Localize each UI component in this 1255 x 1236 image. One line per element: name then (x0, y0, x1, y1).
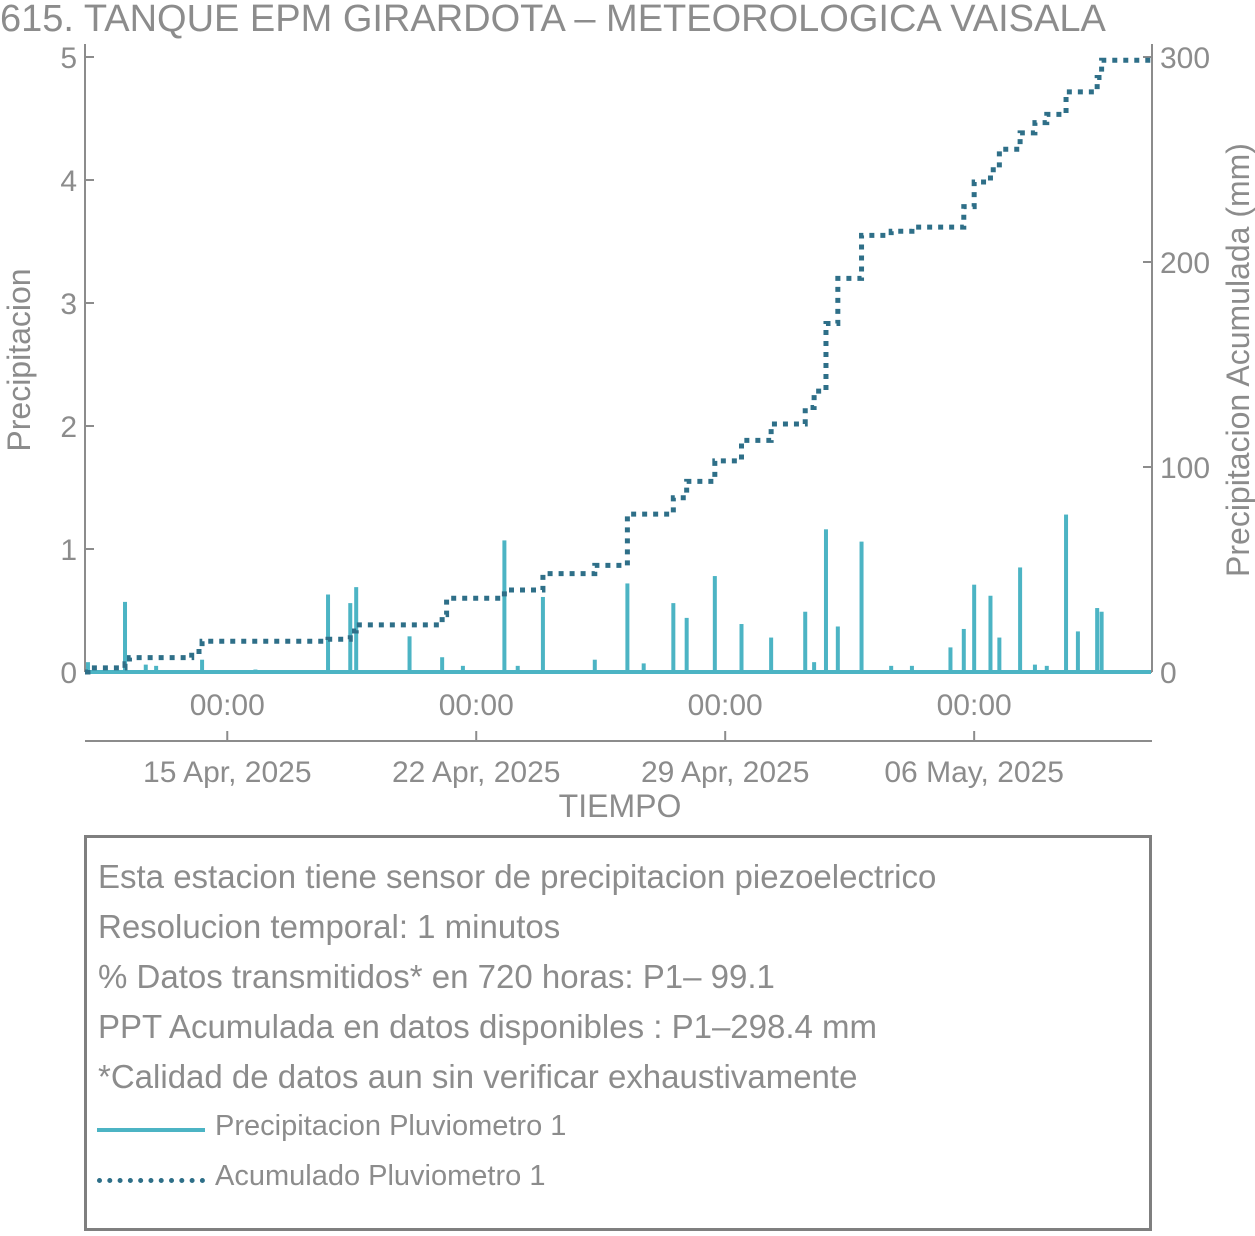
x-tick-date-label: 29 Apr, 2025 (641, 756, 810, 789)
cumulative-line-path (85, 57, 1152, 675)
cumulative-line (84, 57, 1153, 675)
precipitation-bar (712, 576, 717, 672)
info-line-quality: *Calidad de datos aun sin verificar exha… (98, 1058, 858, 1095)
y-tick-label: 2 (60, 411, 77, 444)
precipitation-bar (123, 601, 128, 672)
left-axis-ticks: 0 1 2 3 4 5 (60, 42, 94, 690)
x-tick-time-label: 00:00 (937, 689, 1012, 722)
info-line-resolution: Resolucion temporal: 1 minutos (98, 908, 561, 945)
y2-tick-label: 100 (1160, 452, 1210, 485)
precipitation-bar (803, 611, 808, 672)
y2-tick-label: 300 (1160, 42, 1210, 75)
precipitation-bar (997, 637, 1002, 672)
precipitation-bar (835, 626, 840, 672)
info-line-sensor: Esta estacion tiene sensor de precipitac… (98, 858, 937, 895)
y-axis-label: Precipitacion (1, 268, 37, 451)
precipitation-bars (85, 514, 1151, 674)
precipitation-bar (684, 617, 689, 672)
precipitation-bar (1095, 608, 1100, 672)
precipitation-bar (592, 659, 597, 672)
precipitation-bar (143, 664, 148, 672)
precipitation-bar (889, 665, 894, 672)
x-tick-date-label: 15 Apr, 2025 (143, 756, 312, 789)
precipitation-bar (200, 659, 205, 672)
precipitation-bar (85, 662, 90, 672)
x-tick-date-label: 06 May, 2025 (884, 756, 1064, 789)
precipitation-bar (961, 628, 966, 672)
precipitation-bar (1032, 664, 1037, 672)
info-line-transmitted: % Datos transmitidos* en 720 horas: P1– … (98, 958, 775, 995)
precipitation-bar (407, 636, 412, 672)
precipitation-bar (671, 603, 676, 672)
precipitation-bar (988, 595, 993, 672)
y-tick-label: 3 (60, 288, 77, 321)
precipitation-bar (812, 662, 817, 672)
right-axis-ticks: 0 100 200 300 (1143, 42, 1210, 690)
legend-swatch-dotted (97, 1178, 205, 1183)
x-tick-time-label: 00:00 (190, 689, 265, 722)
precipitation-bar (769, 637, 774, 672)
y-tick-label: 0 (60, 657, 77, 690)
precipitation-bar (540, 596, 545, 672)
x-tick-time-label: 00:00 (688, 689, 763, 722)
info-line-accumulated: PPT Acumulada en datos disponibles : P1–… (98, 1008, 878, 1045)
precipitation-bar (739, 624, 744, 672)
chart-title: 615. TANQUE EPM GIRARDOTA – METEOROLOGIC… (0, 0, 1106, 40)
info-box: Esta estacion tiene sensor de precipitac… (84, 835, 1152, 1231)
x-axis-label: TIEMPO (559, 788, 682, 824)
precipitation-bar (625, 583, 630, 672)
precipitation-bar (1099, 611, 1104, 672)
y2-tick-label: 200 (1160, 247, 1210, 280)
precipitation-bar (460, 665, 465, 672)
precipitation-bar (948, 647, 953, 672)
precipitation-chart: 615. TANQUE EPM GIRARDOTA – METEOROLOGIC… (0, 0, 1255, 824)
precipitation-bar (972, 584, 977, 672)
y2-axis-label: Precipitacion Acumulada (mm) (1220, 143, 1255, 577)
legend-label-precipitation: Precipitacion Pluviometro 1 (215, 1110, 567, 1142)
precipitation-bar (253, 669, 258, 672)
x-tick-date-label: 22 Apr, 2025 (392, 756, 561, 789)
precipitation-bar (440, 657, 445, 672)
precipitation-bar (641, 663, 646, 672)
x-tick-time-label: 00:00 (439, 689, 514, 722)
precipitation-bar (326, 594, 331, 672)
y-tick-label: 5 (60, 42, 77, 75)
y2-tick-label: 0 (1160, 657, 1177, 690)
precipitation-bar (909, 665, 914, 672)
precipitation-bar (502, 540, 507, 672)
precipitation-bar (154, 665, 159, 672)
precipitation-bar (1075, 631, 1080, 672)
precipitation-bar (515, 665, 520, 672)
precipitation-bar (1018, 567, 1023, 672)
time-axis-ticks: 00:00 15 Apr, 2025 00:00 22 Apr, 2025 00:00 2… (143, 689, 1064, 789)
legend-label-cumulative: Acumulado Pluviometro 1 (215, 1160, 546, 1192)
precipitation-bar (823, 529, 828, 672)
precipitation-bar (859, 541, 864, 672)
y-tick-label: 1 (60, 534, 77, 567)
precipitation-bar (1064, 514, 1069, 672)
legend-swatch-solid (97, 1128, 205, 1132)
precipitation-bar (1044, 665, 1049, 672)
y-tick-label: 4 (60, 165, 77, 198)
